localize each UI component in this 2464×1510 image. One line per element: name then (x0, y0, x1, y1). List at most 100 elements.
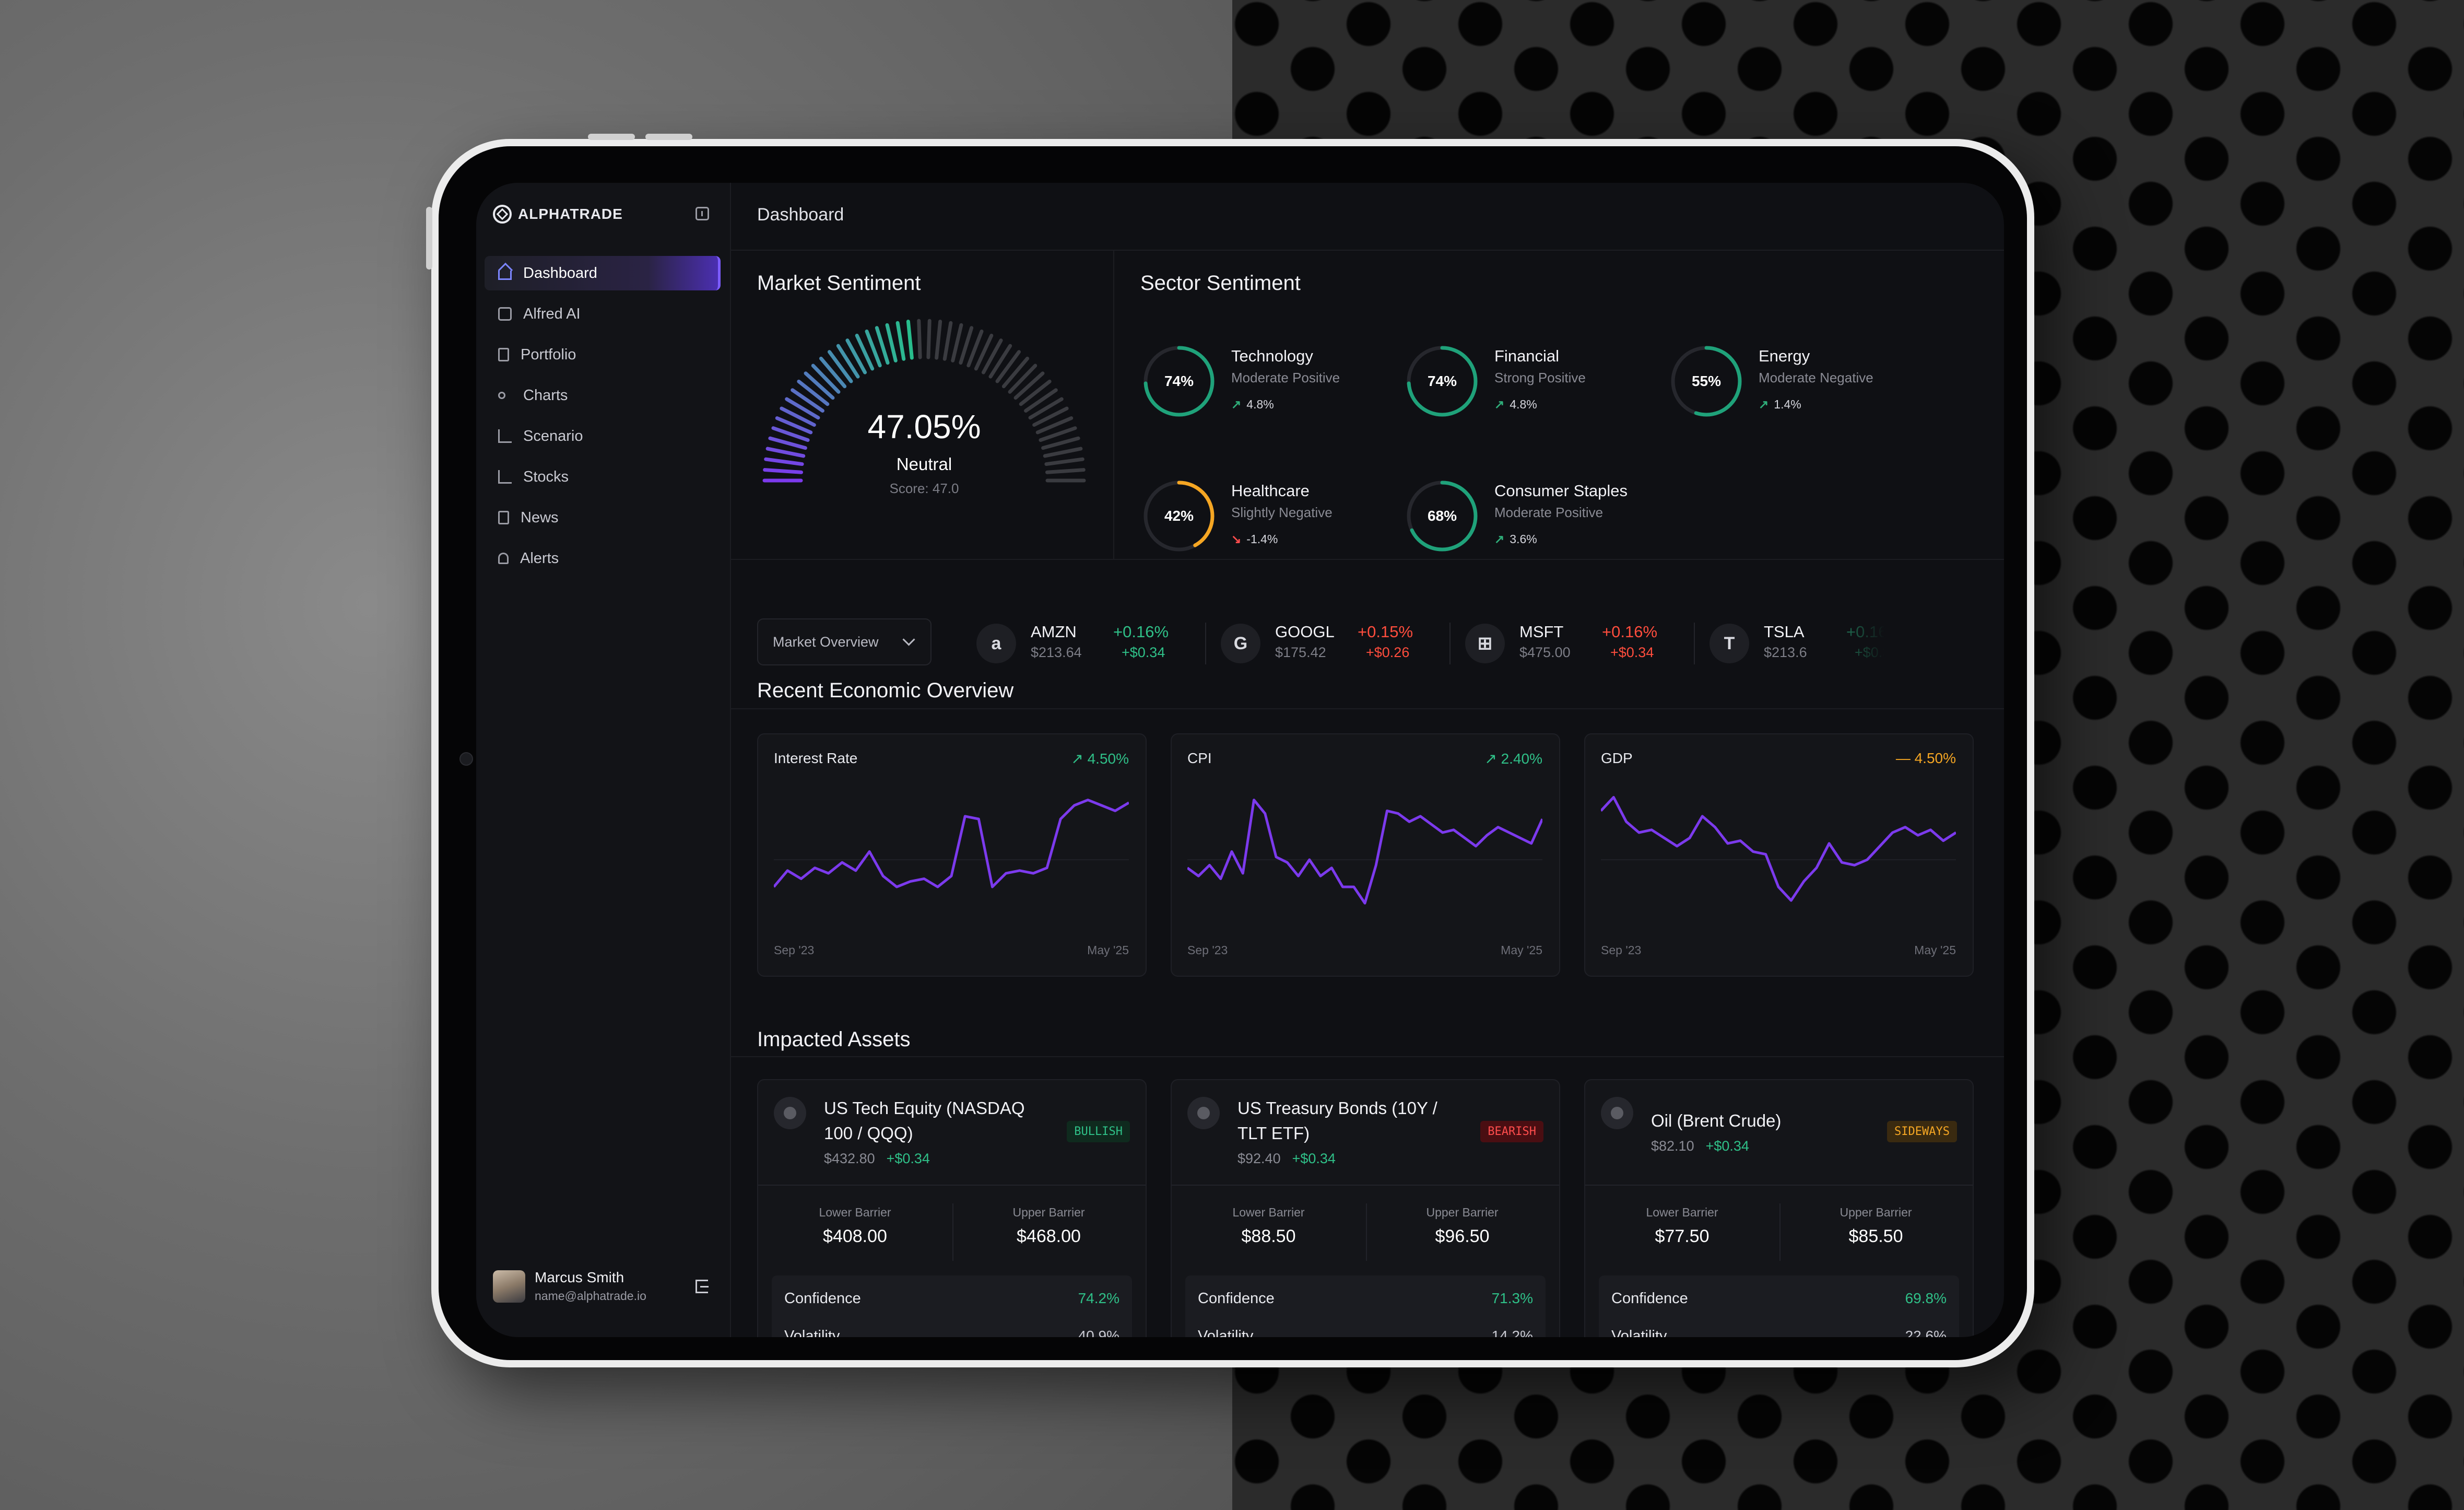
asset-card[interactable]: Oil (Brent Crude) $82.10 +$0.34 SIDEWAYS Low… (1584, 1079, 1974, 1337)
confidence-panel: Confidence 71.3% Volatility 14.2% (1185, 1275, 1546, 1337)
collapse-sidebar-icon[interactable] (695, 207, 709, 220)
volatility-label: Volatility (784, 1328, 840, 1337)
ticker-googl[interactable]: G GOOGL $175.42 +0.15% +$0.26 (1221, 621, 1440, 665)
gauge-tick (885, 323, 898, 362)
sector-item-healthcare[interactable]: 42% Healthcare Slightly Negative ↘ -1.4% (1140, 477, 1401, 561)
economic-card-cpi[interactable]: CPI ↗ 2.40% Sep '23 May '25 (1171, 733, 1560, 977)
gauge-tick (780, 406, 816, 427)
gauge-tick (819, 356, 847, 389)
sidebar-item-label: News (521, 509, 559, 526)
sidebar-item-portfolio[interactable]: Portfolio (485, 337, 721, 372)
alphatrade-logo-icon (493, 205, 512, 224)
ticker-change: +$0.26 (1366, 645, 1410, 660)
brand[interactable]: ALPHATRADE (493, 205, 623, 224)
sector-item-financial[interactable]: 74% Financial Strong Positive ↗ 4.8% (1404, 343, 1665, 426)
sector-name: Energy (1759, 347, 1810, 365)
sector-item-technology[interactable]: 74% Technology Moderate Positive ↗ 4.8% (1140, 343, 1401, 426)
user-profile[interactable]: Marcus Smith name@alphatrade.io (493, 1269, 646, 1303)
tablet-device: ALPHATRADE Dashboard Alfred AI Portfolio (426, 134, 2034, 1367)
asset-icon (1601, 1097, 1633, 1129)
sidebar-item-scenario[interactable]: Scenario (485, 419, 721, 453)
asset-price-row: $92.40 +$0.34 (1237, 1146, 1457, 1171)
gauge-tick (765, 447, 806, 458)
asset-header: US Tech Equity (NASDAQ 100 / QQQ) $432.80… (824, 1096, 1043, 1171)
gauge-tick (865, 329, 882, 368)
sidebar-item-news[interactable]: News (485, 500, 721, 535)
tsla-logo-icon: T (1710, 624, 1749, 663)
divider (1113, 251, 1114, 559)
topbar: Dashboard (731, 183, 2004, 251)
ticker-amzn[interactable]: a AMZN $213.64 +0.16% +$0.34 (976, 621, 1196, 665)
gauge-tick (804, 371, 835, 400)
sector-item-energy[interactable]: 55% Energy Moderate Negative ↗ 1.4% (1668, 343, 1929, 426)
sector-change-value: 4.8% (1246, 397, 1274, 411)
app-screen: ALPHATRADE Dashboard Alfred AI Portfolio (476, 183, 2004, 1337)
ticker-symbol: MSFT (1519, 623, 1564, 641)
economic-card-gdp[interactable]: GDP — 4.50% Sep '23 May '25 (1584, 733, 1974, 977)
gauge-tick (785, 397, 820, 420)
sidebar-item-alerts[interactable]: Alerts (485, 541, 721, 576)
asset-price-row: $432.80 +$0.34 (824, 1146, 1043, 1171)
arrow-up-right-icon: ↗ (1494, 532, 1505, 546)
sector-description: Moderate Positive (1494, 505, 1604, 520)
lower-barrier-label: Lower Barrier (819, 1205, 891, 1219)
upper-barrier-value: $96.50 (1435, 1226, 1490, 1246)
market-overview-select[interactable]: Market Overview (757, 618, 932, 665)
nodes-icon (498, 392, 505, 399)
sector-ring (1143, 346, 1215, 417)
market-sentiment-gauge: 47.05% Neutral Score: 47.0 (757, 313, 1091, 522)
economic-card-value: — 4.50% (1896, 750, 1956, 767)
gauge-tick (1001, 356, 1030, 389)
asset-icon (774, 1097, 806, 1129)
sector-description: Moderate Negative (1759, 370, 1873, 385)
divider (731, 559, 2004, 560)
gauge-tick (895, 321, 906, 361)
sector-item-consumer-staples[interactable]: 68% Consumer Staples Moderate Positive ↗ 3.6… (1404, 477, 1665, 561)
sidebar-item-stocks[interactable]: Stocks (485, 460, 721, 494)
branch-icon (498, 429, 512, 443)
gauge-tick (768, 436, 807, 450)
ticker-separator (1449, 623, 1451, 664)
divider (1585, 1185, 1973, 1186)
chevron-down-icon (902, 633, 915, 646)
sidebar-item-dashboard[interactable]: Dashboard (485, 256, 721, 290)
sector-name: Healthcare (1231, 482, 1310, 500)
economic-card-interest-rate[interactable]: Interest Rate ↗ 4.50% Sep '23 May '25 (757, 733, 1147, 977)
status-badge: BULLISH (1067, 1121, 1130, 1142)
logout-icon[interactable] (695, 1280, 709, 1293)
sidebar-item-alfred-ai[interactable]: Alfred AI (485, 297, 721, 331)
ticker-symbol: TSLA (1764, 623, 1805, 641)
economic-sparkline (774, 799, 1129, 888)
sidebar-item-label: Alerts (520, 549, 559, 567)
sidebar-item-label: Portfolio (521, 346, 576, 363)
ticker-tsla[interactable]: T TSLA $213.6 +0.16% +$0.34 (1710, 621, 1929, 665)
sector-percent: 68% (1427, 508, 1457, 524)
confidence-panel: Confidence 74.2% Volatility 40.9% (772, 1275, 1132, 1337)
gauge-tick (845, 338, 867, 374)
gauge-tick (917, 319, 922, 359)
economic-card-value-text: 2.40% (1501, 751, 1542, 767)
sector-change-value: 3.6% (1510, 532, 1537, 546)
ticker-msft[interactable]: ⊞ MSFT $475.00 +0.16% +$0.34 (1465, 621, 1684, 665)
gauge-tick (797, 379, 830, 406)
sector-name: Technology (1231, 347, 1313, 365)
sidebar-item-label: Charts (523, 387, 568, 404)
sidebar-item-label: Alfred AI (523, 305, 581, 322)
asset-card[interactable]: US Treasury Bonds (10Y / TLT ETF) $92.40 +… (1171, 1079, 1560, 1337)
gauge-tick (959, 326, 974, 365)
gauge-tick (1028, 397, 1064, 420)
divider (758, 1185, 1146, 1186)
gauge-tick (906, 320, 914, 360)
ring-progress (1143, 481, 1215, 552)
gauge-tick (836, 344, 860, 379)
confidence-label: Confidence (1198, 1290, 1275, 1307)
sidebar-item-charts[interactable]: Charts (485, 378, 721, 413)
asset-card[interactable]: US Tech Equity (NASDAQ 100 / QQQ) $432.80… (757, 1079, 1147, 1337)
volatility-label: Volatility (1198, 1328, 1254, 1337)
gauge-tick (974, 333, 994, 371)
gauge-tick (775, 416, 813, 435)
status-badge: SIDEWAYS (1887, 1121, 1957, 1142)
ticker-price: $475.00 (1519, 645, 1571, 660)
arrow-up-right-icon: ↗ (1494, 397, 1505, 411)
arrow-up-right-icon: ↗ (1231, 397, 1242, 411)
